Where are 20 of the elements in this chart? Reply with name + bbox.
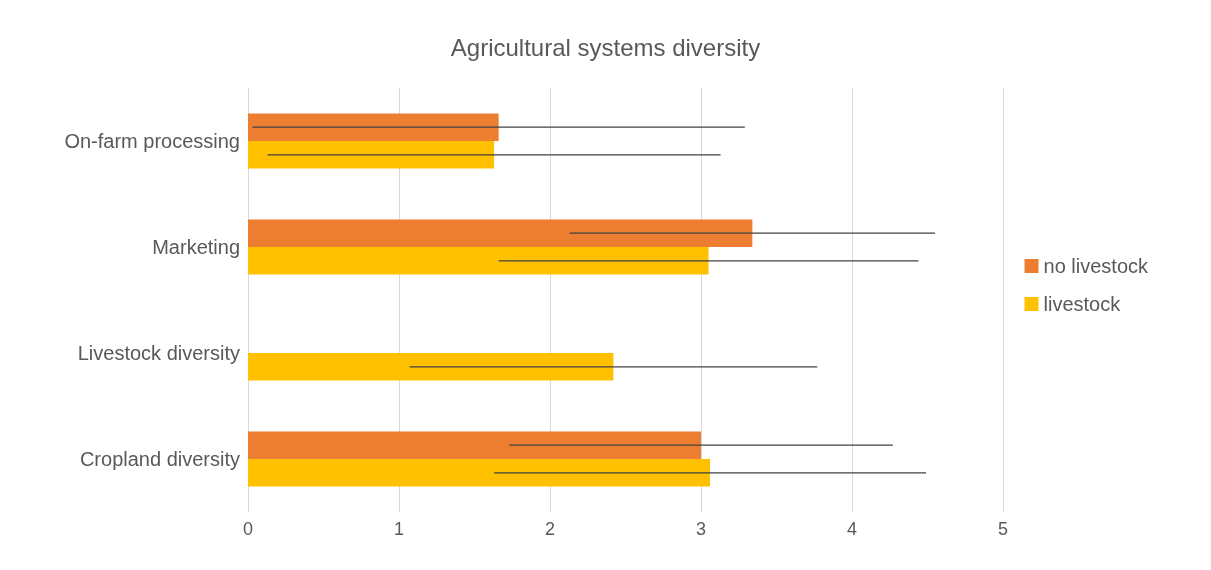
x-tick-label: 0: [242, 519, 254, 539]
y-tick-label: On-farm processing: [64, 130, 240, 152]
bar: [248, 459, 711, 487]
bar: [248, 141, 495, 169]
bar: [248, 113, 499, 141]
y-tick-label: Marketing: [152, 236, 240, 258]
chart-title: Agricultural systems diversity: [450, 33, 761, 61]
x-tick-label: 4: [846, 519, 858, 539]
bar: [248, 219, 753, 247]
y-tick-label: Cropland diversity: [79, 448, 240, 470]
y-tick-label: Livestock diversity: [77, 342, 240, 364]
legend-label: livestock: [1043, 293, 1122, 315]
legend-label: no livestock: [1043, 255, 1149, 277]
x-tick-label: 3: [695, 519, 707, 539]
x-tick-label: 2: [544, 519, 556, 539]
bar: [248, 247, 709, 275]
x-tick-label: 1: [393, 519, 405, 539]
x-tick-label: 5: [997, 519, 1009, 539]
bar: [248, 353, 614, 381]
bar: [248, 431, 701, 459]
